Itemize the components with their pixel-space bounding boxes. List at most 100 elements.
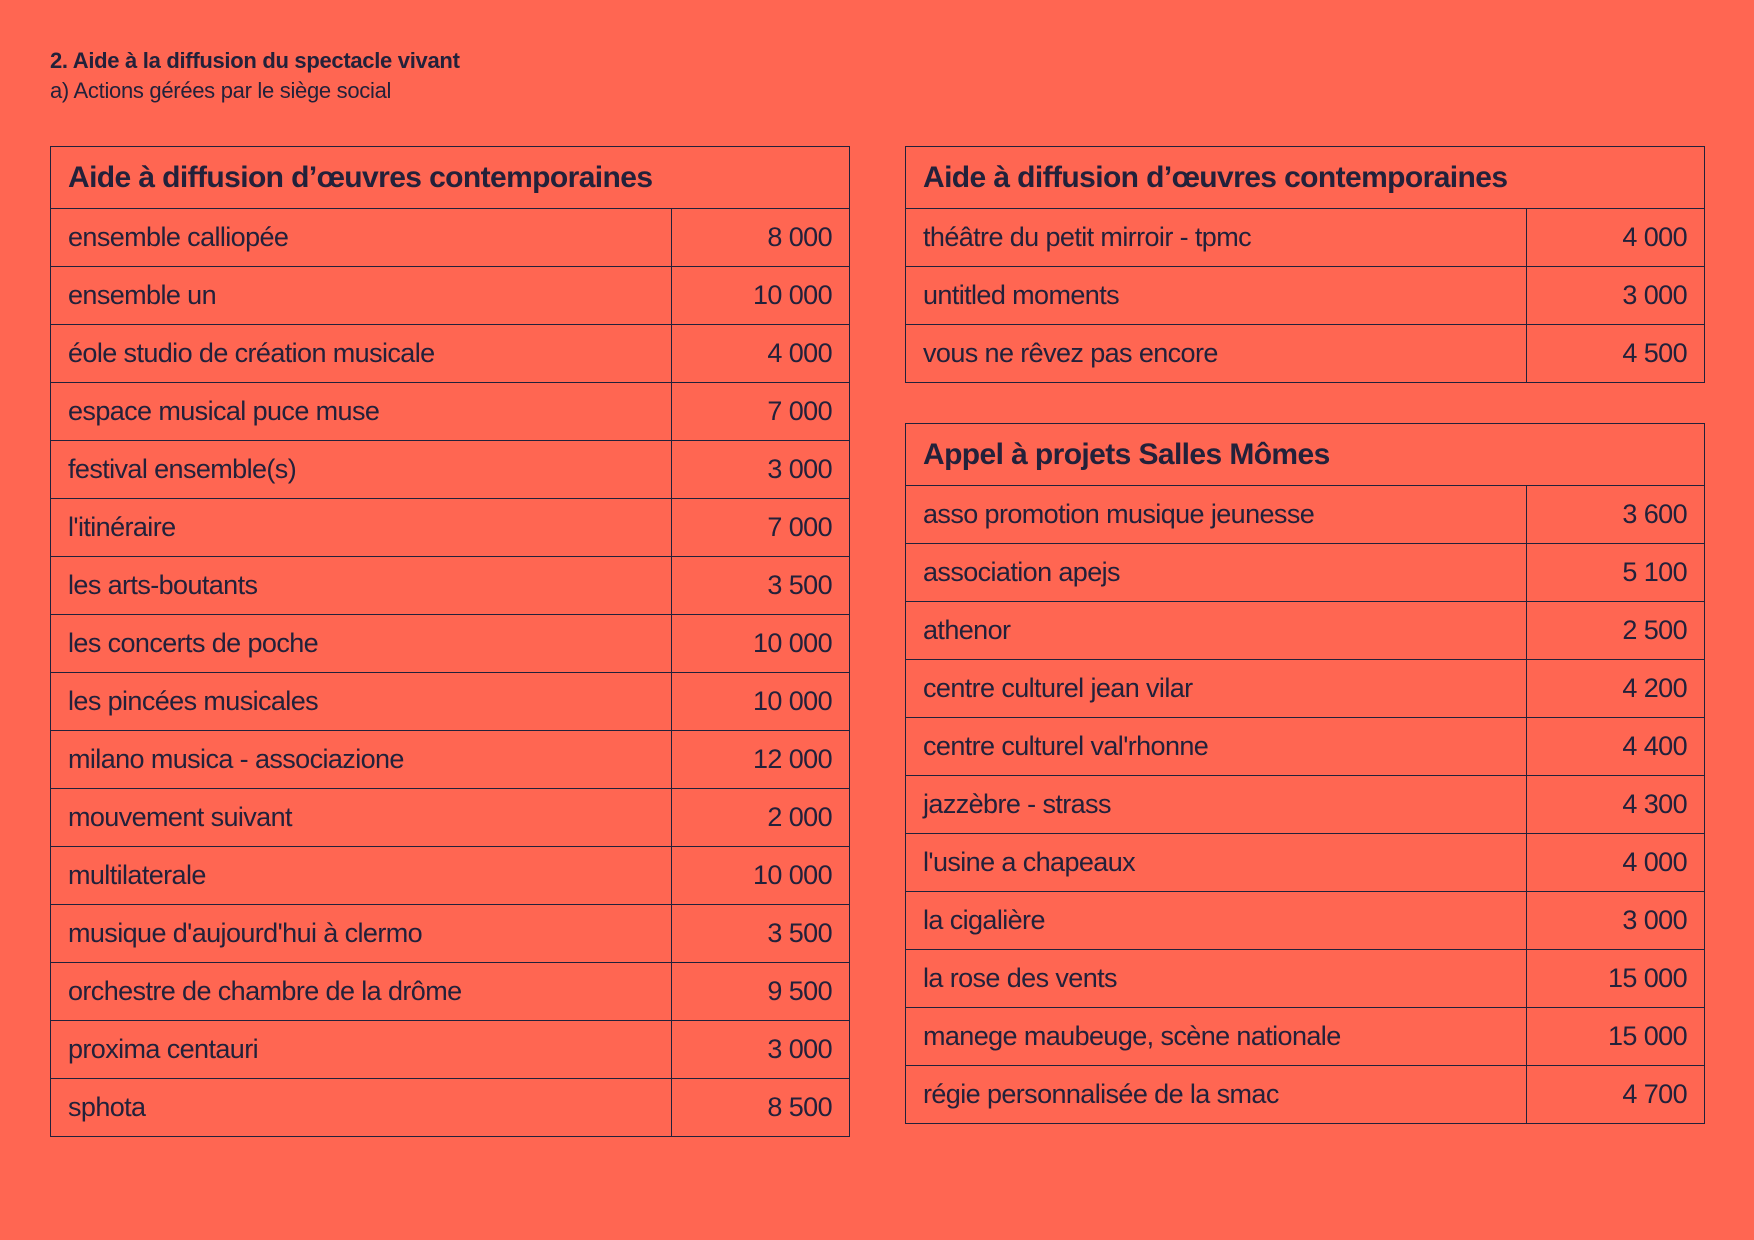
grant-amount: 7 000	[671, 382, 850, 441]
table-row: asso promotion musique jeunesse 3 600	[905, 485, 1705, 544]
grant-amount: 3 000	[671, 440, 850, 499]
grant-amount: 9 500	[671, 962, 850, 1021]
beneficiary-name: la rose des vents	[905, 949, 1527, 1008]
grant-amount: 10 000	[671, 266, 850, 325]
grant-amount: 10 000	[671, 672, 850, 731]
beneficiary-name: vous ne rêvez pas encore	[905, 324, 1527, 383]
table-row: les pincées musicales 10 000	[50, 672, 850, 731]
grant-amount: 2 500	[1526, 601, 1705, 660]
grant-amount: 7 000	[671, 498, 850, 557]
grant-amount: 4 000	[671, 324, 850, 383]
grant-amount: 4 200	[1526, 659, 1705, 718]
section-subtitle: a) Actions gérées par le siège social	[50, 78, 392, 103]
grant-amount: 4 700	[1526, 1065, 1705, 1124]
grant-amount: 3 500	[671, 556, 850, 615]
beneficiary-name: ensemble calliopée	[50, 208, 672, 267]
beneficiary-name: proxima centauri	[50, 1020, 672, 1079]
grants-table-salles-momes: Appel à projets Salles Mômes asso promot…	[905, 423, 1705, 1124]
beneficiary-name: la cigalière	[905, 891, 1527, 950]
beneficiary-name: sphota	[50, 1078, 672, 1137]
grant-amount: 4 400	[1526, 717, 1705, 776]
beneficiary-name: centre culturel jean vilar	[905, 659, 1527, 718]
beneficiary-name: les arts-boutants	[50, 556, 672, 615]
table-row: régie personnalisée de la smac 4 700	[905, 1065, 1705, 1124]
table-row: les arts-boutants 3 500	[50, 556, 850, 615]
grant-amount: 2 000	[671, 788, 850, 847]
table-row: centre culturel val'rhonne 4 400	[905, 717, 1705, 776]
beneficiary-name: milano musica - associazione	[50, 730, 672, 789]
table-row: manege maubeuge, scène nationale 15 000	[905, 1007, 1705, 1066]
beneficiary-name: asso promotion musique jeunesse	[905, 485, 1527, 544]
table-row: jazzèbre - strass 4 300	[905, 775, 1705, 834]
grant-amount: 15 000	[1526, 1007, 1705, 1066]
table-row: l'itinéraire 7 000	[50, 498, 850, 557]
grant-amount: 4 000	[1526, 833, 1705, 892]
beneficiary-name: musique d'aujourd'hui à clermo	[50, 904, 672, 963]
beneficiary-name: untitled moments	[905, 266, 1527, 325]
table-row: festival ensemble(s) 3 000	[50, 440, 850, 499]
beneficiary-name: association apejs	[905, 543, 1527, 602]
table-title: Aide à diffusion d’œuvres contemporaines	[905, 146, 1705, 209]
table-row: mouvement suivant 2 000	[50, 788, 850, 847]
table-row: centre culturel jean vilar 4 200	[905, 659, 1705, 718]
beneficiary-name: espace musical puce muse	[50, 382, 672, 441]
beneficiary-name: régie personnalisée de la smac	[905, 1065, 1527, 1124]
table-row: vous ne rêvez pas encore 4 500	[905, 324, 1705, 383]
table-row: musique d'aujourd'hui à clermo 3 500	[50, 904, 850, 963]
table-header-row: Appel à projets Salles Mômes	[905, 423, 1705, 486]
table-row: association apejs 5 100	[905, 543, 1705, 602]
table-header-row: Aide à diffusion d’œuvres contemporaines	[50, 146, 850, 209]
table-row: éole studio de création musicale 4 000	[50, 324, 850, 383]
grant-amount: 3 000	[1526, 266, 1705, 325]
beneficiary-name: les concerts de poche	[50, 614, 672, 673]
grant-amount: 4 300	[1526, 775, 1705, 834]
beneficiary-name: centre culturel val'rhonne	[905, 717, 1527, 776]
table-header-row: Aide à diffusion d’œuvres contemporaines	[905, 146, 1705, 209]
beneficiary-name: l'itinéraire	[50, 498, 672, 557]
table-row: l'usine a chapeaux 4 000	[905, 833, 1705, 892]
beneficiary-name: théâtre du petit mirroir - tpmc	[905, 208, 1527, 267]
grant-amount: 4 500	[1526, 324, 1705, 383]
grant-amount: 12 000	[671, 730, 850, 789]
table-row: ensemble un 10 000	[50, 266, 850, 325]
grant-amount: 8 500	[671, 1078, 850, 1137]
grants-table-contemporary-works-continued: Aide à diffusion d’œuvres contemporaines…	[905, 146, 1705, 383]
beneficiary-name: athenor	[905, 601, 1527, 660]
beneficiary-name: jazzèbre - strass	[905, 775, 1527, 834]
table-row: athenor 2 500	[905, 601, 1705, 660]
section-title: 2. Aide à la diffusion du spectacle viva…	[50, 48, 460, 73]
table-row: milano musica - associazione 12 000	[50, 730, 850, 789]
table-row: la cigalière 3 000	[905, 891, 1705, 950]
table-row: les concerts de poche 10 000	[50, 614, 850, 673]
beneficiary-name: orchestre de chambre de la drôme	[50, 962, 672, 1021]
grant-amount: 3 500	[671, 904, 850, 963]
grant-amount: 15 000	[1526, 949, 1705, 1008]
grant-amount: 10 000	[671, 614, 850, 673]
beneficiary-name: manege maubeuge, scène nationale	[905, 1007, 1527, 1066]
grant-amount: 4 000	[1526, 208, 1705, 267]
table-row: proxima centauri 3 000	[50, 1020, 850, 1079]
table-row: théâtre du petit mirroir - tpmc 4 000	[905, 208, 1705, 267]
page-heading: 2. Aide à la diffusion du spectacle viva…	[50, 46, 460, 106]
table-title: Aide à diffusion d’œuvres contemporaines	[50, 146, 850, 209]
grant-amount: 10 000	[671, 846, 850, 905]
table-row: untitled moments 3 000	[905, 266, 1705, 325]
table-row: orchestre de chambre de la drôme 9 500	[50, 962, 850, 1021]
grant-amount: 8 000	[671, 208, 850, 267]
beneficiary-name: festival ensemble(s)	[50, 440, 672, 499]
beneficiary-name: les pincées musicales	[50, 672, 672, 731]
grant-amount: 3 000	[671, 1020, 850, 1079]
beneficiary-name: ensemble un	[50, 266, 672, 325]
table-row: sphota 8 500	[50, 1078, 850, 1137]
beneficiary-name: mouvement suivant	[50, 788, 672, 847]
grants-table-contemporary-works: Aide à diffusion d’œuvres contemporaines…	[50, 146, 850, 1137]
beneficiary-name: éole studio de création musicale	[50, 324, 672, 383]
beneficiary-name: l'usine a chapeaux	[905, 833, 1527, 892]
table-row: multilaterale 10 000	[50, 846, 850, 905]
grant-amount: 3 000	[1526, 891, 1705, 950]
table-title: Appel à projets Salles Mômes	[905, 423, 1705, 486]
grant-amount: 3 600	[1526, 485, 1705, 544]
beneficiary-name: multilaterale	[50, 846, 672, 905]
table-row: ensemble calliopée 8 000	[50, 208, 850, 267]
table-row: la rose des vents 15 000	[905, 949, 1705, 1008]
